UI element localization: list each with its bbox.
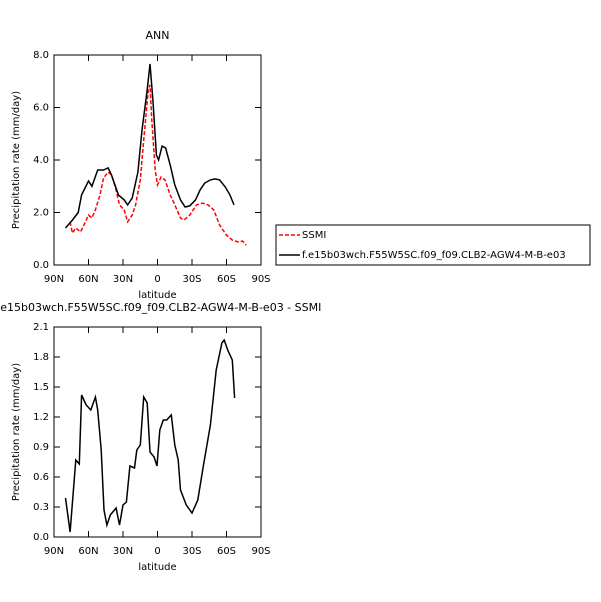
x-tick-label: 60N [78,546,98,557]
y-tick-label: 2.1 [33,322,49,333]
y-tick-label: 0.6 [33,472,49,483]
x-tick-label: 60S [217,274,236,285]
y-tick-label: 4.0 [33,155,49,166]
x-tick-label: 90S [251,546,270,557]
x-tick-label: 30N [113,274,133,285]
y-tick-label: 0.0 [33,260,49,271]
x-axis-label: latitude [138,562,176,573]
x-axis-label: latitude [138,290,176,301]
y-axis-label: Precipitation rate (mm/day) [11,91,22,229]
x-tick-label: 60S [217,546,236,557]
y-tick-label: 1.5 [33,382,49,393]
x-tick-label: 90S [251,274,270,285]
x-tick-label: 90N [44,274,64,285]
x-tick-label: 90N [44,546,64,557]
legend-label: SSMI [302,230,326,241]
y-tick-label: 1.8 [33,352,49,363]
y-tick-label: 1.2 [33,412,49,423]
data-line [64,338,236,533]
legend-box [275,224,591,266]
y-tick-label: 2.0 [33,208,49,219]
x-tick-label: 0 [154,274,160,285]
y-axis-label: Precipitation rate (mm/day) [11,363,22,501]
plot-frame [53,326,262,538]
plot-frame [53,54,262,266]
y-tick-label: 0.9 [33,442,49,453]
chart-title: ANN [146,29,170,42]
y-tick-label: 0.0 [33,532,49,543]
y-tick-label: 0.3 [33,502,49,513]
chart-title: f.e15b03wch.F55W5SC.f09_f09.CLB2-AGW4-M-… [0,301,321,314]
x-tick-label: 30N [113,546,133,557]
data-line [64,63,235,229]
x-tick-label: 30S [182,546,201,557]
x-tick-label: 30S [182,274,201,285]
x-tick-label: 60N [78,274,98,285]
y-tick-label: 6.0 [33,103,49,114]
legend-label: f.e15b03wch.F55W5SC.f09_f09.CLB2-AGW4-M-… [302,250,566,261]
data-line [69,84,247,246]
y-tick-label: 8.0 [33,50,49,61]
x-tick-label: 0 [154,546,160,557]
